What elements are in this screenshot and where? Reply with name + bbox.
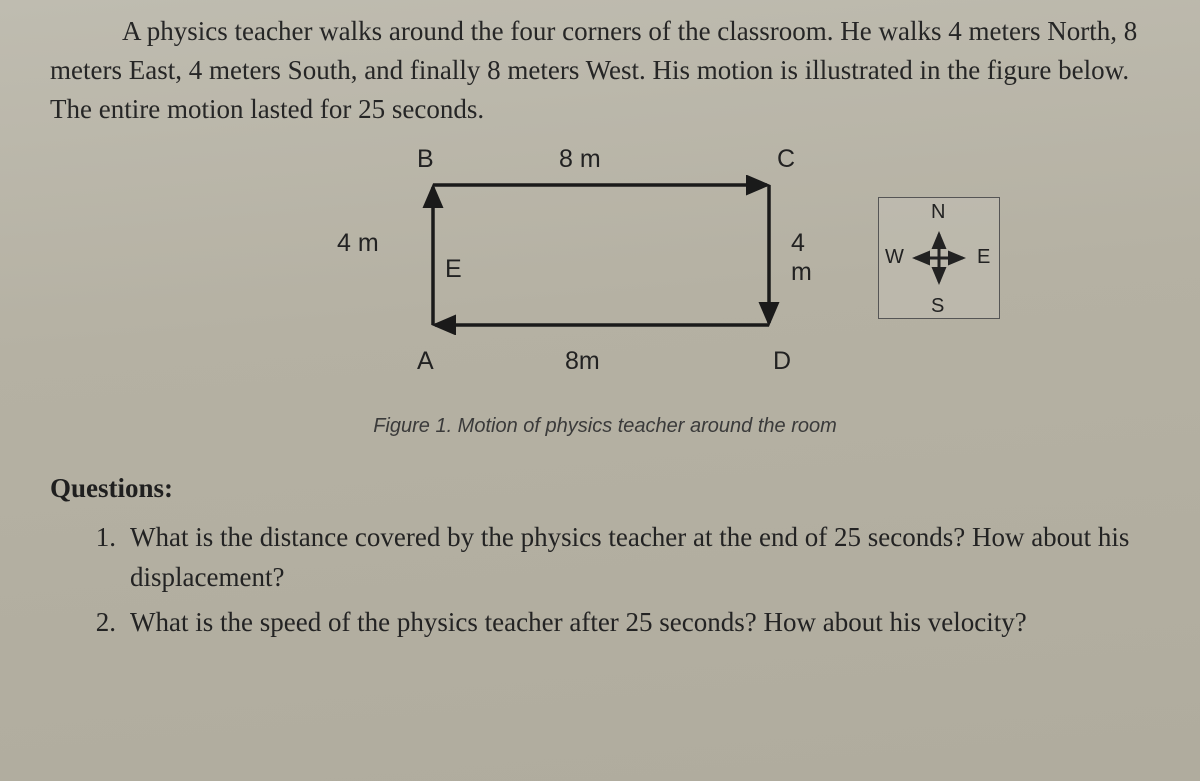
compass-e-label: E [977, 246, 990, 269]
figure-area: B 8 m C 4 m 4 m E A 8m D [50, 147, 1160, 447]
edge-label-bottom: 8m [565, 347, 600, 376]
edge-label-top: 8 m [559, 145, 601, 174]
problem-statement: A physics teacher walks around the four … [50, 12, 1160, 129]
corner-label-D: D [773, 347, 791, 376]
figure-caption: Figure 1. Motion of physics teacher arou… [50, 415, 1160, 438]
question-text: What is the speed of the physics teacher… [130, 603, 1160, 642]
questions-list: 1. What is the distance covered by the p… [50, 518, 1160, 641]
question-text: What is the distance covered by the phys… [130, 518, 1160, 596]
motion-path-svg [415, 175, 787, 335]
compass-s-label: S [931, 295, 944, 318]
compass-w-label: W [885, 246, 904, 269]
motion-diagram: B 8 m C 4 m 4 m E A 8m D [345, 147, 795, 387]
question-item: 1. What is the distance covered by the p… [50, 518, 1160, 596]
edge-label-left: 4 m [337, 229, 379, 258]
corner-label-B: B [417, 145, 434, 174]
question-number: 1. [50, 518, 130, 596]
question-item: 2. What is the speed of the physics teac… [50, 603, 1160, 642]
compass-n-label: N [931, 201, 945, 224]
corner-label-A: A [417, 347, 434, 376]
compass-cross-icon [907, 226, 971, 290]
questions-heading: Questions: [50, 473, 1160, 504]
corner-label-C: C [777, 145, 795, 174]
question-number: 2. [50, 603, 130, 642]
edge-label-right: 4 m [791, 229, 812, 287]
compass-rose: N S W E [878, 197, 1000, 319]
page: A physics teacher walks around the four … [0, 0, 1200, 781]
